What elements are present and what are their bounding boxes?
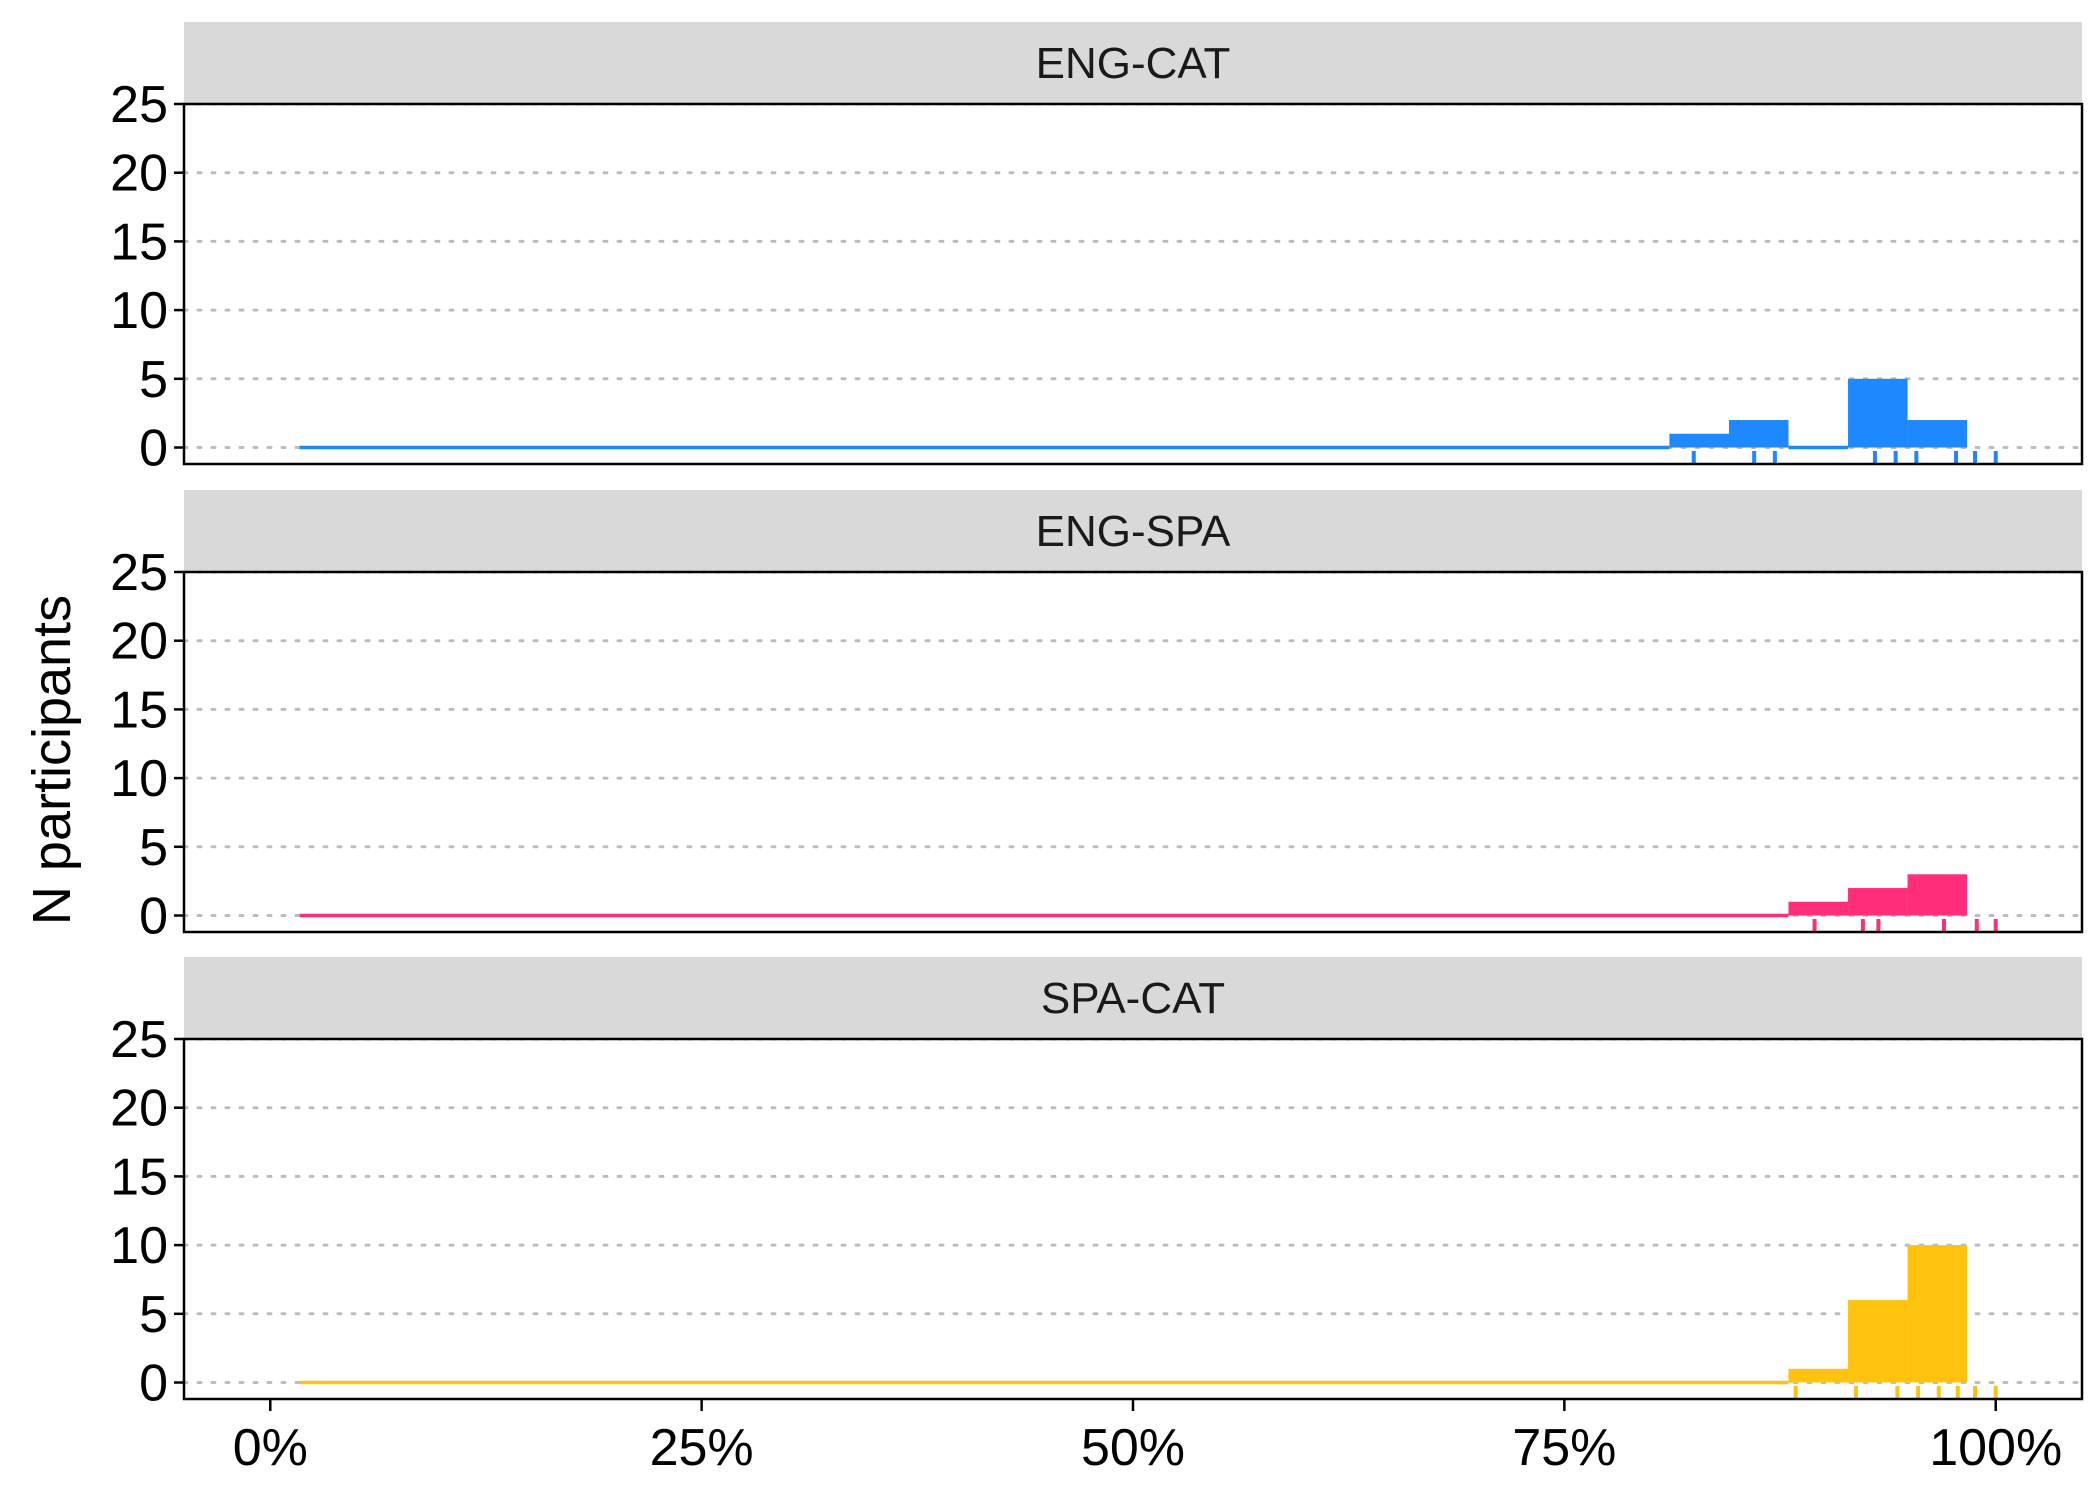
panel-eng-cat: ENG-CAT 0 5 10 15 20 25 xyxy=(110,22,2084,478)
histogram-bar xyxy=(1848,888,1908,916)
panel-spa-cat: SPA-CAT 0 5 10 15 20 25 xyxy=(110,957,2084,1413)
y-tick-label: 15 xyxy=(110,681,168,739)
panel-border xyxy=(182,570,2084,934)
y-tick-label: 0 xyxy=(139,420,168,478)
x-tick-label: 25% xyxy=(650,1419,754,1477)
y-tick-label: 20 xyxy=(110,1080,168,1138)
x-axis: 0% 25% 50% 75% 100% xyxy=(233,1399,2062,1477)
histogram-bar xyxy=(1788,901,1849,916)
panels-layer: ENG-CAT0510152025ENG-SPA0510152025SPA-CA… xyxy=(110,22,2084,1413)
facet-strip xyxy=(184,957,2082,1039)
panel-border xyxy=(182,102,2084,466)
y-tick-label: 25 xyxy=(110,76,168,134)
y-tick-label: 20 xyxy=(110,145,168,203)
x-tick-label: 75% xyxy=(1512,1419,1616,1477)
histogram-bar xyxy=(1907,874,1968,916)
x-tick-label: 50% xyxy=(1081,1419,1185,1477)
facet-strip xyxy=(184,490,2082,572)
histogram-bar xyxy=(1907,1245,1968,1383)
facet-strip-label: SPA-CAT xyxy=(1041,974,1225,1023)
y-tick-label: 25 xyxy=(110,544,168,602)
y-tick-label: 15 xyxy=(110,1148,168,1206)
y-tick-label: 5 xyxy=(139,1286,168,1344)
y-tick-label: 0 xyxy=(139,888,168,946)
facet-strip-label: ENG-CAT xyxy=(1036,39,1231,88)
histogram-bar xyxy=(1848,1300,1908,1383)
y-tick-label: 0 xyxy=(139,1355,168,1413)
panel-border xyxy=(182,1037,2084,1401)
histogram-bar xyxy=(1669,433,1729,448)
x-tick-label: 100% xyxy=(1929,1419,2062,1477)
y-tick-label: 5 xyxy=(139,351,168,409)
y-tick-label: 10 xyxy=(110,750,168,808)
panel-eng-spa: ENG-SPA 0 5 10 15 20 25 xyxy=(110,490,2084,946)
y-axis-title: N participants xyxy=(22,595,82,925)
y-tick-label: 5 xyxy=(139,819,168,877)
histogram-bar xyxy=(1788,1368,1849,1383)
x-tick-label: 0% xyxy=(233,1419,308,1477)
y-tick-label: 15 xyxy=(110,213,168,271)
facet-strip-label: ENG-SPA xyxy=(1036,507,1231,556)
y-tick-label: 10 xyxy=(110,1217,168,1275)
histogram-bar xyxy=(1907,420,1968,448)
histogram-bar xyxy=(1728,420,1789,448)
y-tick-label: 25 xyxy=(110,1011,168,1069)
y-tick-label: 10 xyxy=(110,282,168,340)
histogram-bar xyxy=(1848,378,1908,448)
facet-strip xyxy=(184,22,2082,104)
y-tick-label: 20 xyxy=(110,613,168,671)
